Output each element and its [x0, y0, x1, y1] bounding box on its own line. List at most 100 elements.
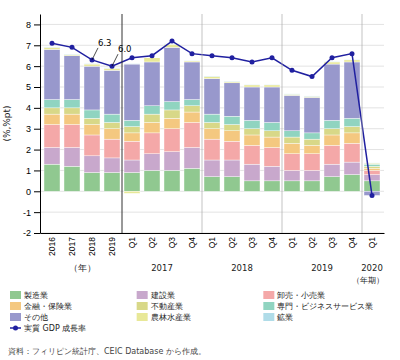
bar [184, 62, 200, 100]
legend-label: 専門・ビジネスサービス業 [277, 302, 373, 311]
bar [64, 166, 80, 191]
bar [64, 147, 80, 166]
legend-swatch [10, 302, 21, 310]
y-tick-label: 8 [26, 20, 31, 30]
bar [104, 158, 120, 173]
bar [244, 84, 260, 85]
bar [244, 87, 260, 120]
bar [124, 173, 140, 192]
x-tick-label: Q4 [347, 237, 357, 249]
bar [184, 122, 200, 147]
line-marker [50, 41, 55, 46]
bar [104, 70, 120, 114]
line-marker [330, 55, 335, 60]
bar [264, 147, 280, 166]
bar [344, 162, 360, 175]
line-marker [230, 55, 235, 60]
bar [284, 143, 300, 153]
line-marker [310, 74, 315, 79]
legend-swatch [137, 313, 148, 321]
grid-line [40, 233, 384, 234]
bar [344, 60, 360, 62]
group-separator [202, 14, 203, 233]
x-tick: Q2 [227, 237, 237, 249]
bar [104, 139, 120, 158]
x-tick: Q3 [167, 237, 177, 249]
y-tick-label: 6 [26, 62, 31, 72]
y-tick-label: 3 [26, 124, 31, 134]
bar [264, 181, 280, 191]
y-tick: 3 [26, 124, 40, 134]
x-tick: Q4 [187, 237, 197, 249]
bar [304, 96, 320, 97]
annotation: 6.0 [118, 44, 132, 54]
bar-series [44, 112, 380, 170]
bar [64, 100, 80, 108]
category-group-label: 2018 [231, 263, 253, 273]
bar [204, 79, 220, 114]
bar [324, 135, 340, 145]
category-group-label: （年） [69, 263, 96, 273]
legend-swatch [10, 313, 21, 321]
x-axis: 2016201720182019Q1Q2Q3Q4Q1Q2Q3Q4Q1Q2Q3Q4… [41, 234, 385, 256]
y-tick: 6 [26, 62, 40, 72]
y-tick: 5 [26, 82, 40, 92]
bar [264, 84, 280, 85]
bar [84, 125, 100, 135]
bar [44, 46, 60, 47]
legend-item: 実質 GDP 成長率 [10, 324, 86, 333]
bar [144, 170, 160, 191]
bar [204, 139, 220, 160]
marks [44, 39, 380, 198]
y-tick: 7 [26, 41, 40, 51]
bar [224, 116, 240, 124]
bar [64, 56, 80, 100]
x-tick: Q4 [347, 237, 357, 249]
bar [344, 143, 360, 162]
y-tick-mark [34, 191, 40, 192]
bar [224, 83, 240, 116]
bar [84, 173, 100, 192]
bar [124, 141, 140, 160]
legend-label: 実質 GDP 成長率 [24, 324, 86, 333]
bar [124, 191, 140, 193]
x-tick: Q1 [207, 237, 217, 249]
line-marker [350, 51, 355, 56]
y-tick-mark [34, 24, 40, 25]
line-marker [270, 55, 275, 60]
bar [344, 59, 360, 60]
y-tick: 2 [26, 145, 40, 155]
bar [304, 181, 320, 191]
x-tick-label: Q4 [187, 237, 197, 249]
legend-item: 建設業 [137, 291, 175, 300]
bar [204, 160, 220, 177]
bar [224, 141, 240, 160]
bar [144, 122, 160, 132]
bar [64, 55, 80, 56]
x-tick: Q1 [287, 237, 297, 249]
x-tick: Q2 [307, 237, 317, 249]
bar [204, 122, 220, 128]
x-tick: 2016 [47, 237, 57, 256]
bar [164, 152, 180, 171]
bar [244, 129, 260, 135]
bar [164, 129, 180, 152]
legend-label: 不動産業 [151, 302, 183, 311]
bar [44, 100, 60, 108]
y-tick-label: 0 [26, 187, 31, 197]
line-marker [250, 59, 255, 64]
bar [284, 181, 300, 191]
legend-label: 鉱業 [277, 313, 293, 322]
y-tick-label: 7 [26, 41, 31, 51]
y-tick-mark [34, 212, 40, 213]
bar [364, 168, 380, 170]
legend-item: 専門・ビジネスサービス業 [263, 302, 373, 311]
bar [184, 168, 200, 191]
bar [224, 81, 240, 82]
grid-line [40, 24, 384, 25]
line-marker [150, 53, 155, 58]
bar [104, 114, 120, 122]
y-tick-mark [34, 108, 40, 109]
bar [144, 58, 160, 62]
chart-svg: -2-10123456782016201720182019Q1Q2Q3Q4Q1Q… [0, 0, 400, 360]
